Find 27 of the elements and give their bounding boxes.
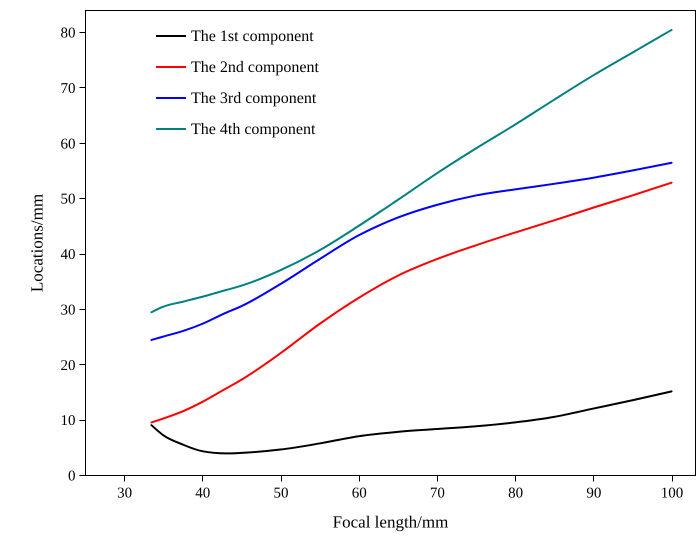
x-tick-label: 50 [274, 486, 289, 502]
x-tick-label: 60 [352, 486, 367, 502]
x-tick-label: 70 [430, 486, 445, 502]
line-series [150, 162, 673, 341]
legend-label: The 3rd component [191, 90, 317, 107]
x-tick-label: 40 [195, 486, 210, 502]
x-tick-label: 100 [660, 486, 684, 502]
line-series [150, 28, 673, 314]
y-tick-label: 50 [60, 192, 76, 208]
line-series [150, 390, 673, 454]
y-tick-label: 20 [60, 358, 76, 374]
y-tick-label: 30 [60, 302, 76, 318]
legend-label: The 1st component [191, 28, 314, 45]
y-axis-title: Locations/mm [28, 194, 46, 292]
y-tick-label: 40 [60, 247, 76, 264]
legend-label: The 2nd component [191, 59, 320, 76]
y-tick-label: 10 [60, 413, 76, 430]
x-tick-label: 30 [117, 486, 132, 502]
y-tick-label: 60 [60, 136, 76, 152]
legend-label: The 4th component [191, 121, 316, 138]
y-tick-label: 80 [60, 26, 76, 42]
y-tick-label: 0 [68, 468, 76, 484]
x-axis-title: Focal length/mm [332, 512, 448, 532]
line-series [150, 182, 673, 424]
x-tick-label: 80 [508, 486, 524, 502]
x-tick-label: 90 [586, 486, 602, 502]
y-tick-label: 70 [60, 81, 76, 97]
